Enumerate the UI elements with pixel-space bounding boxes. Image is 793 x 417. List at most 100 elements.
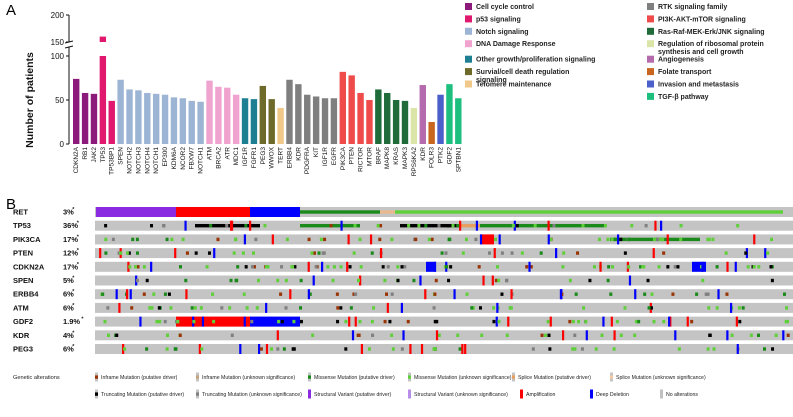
alteration-cell: [385, 292, 389, 296]
bar: [330, 98, 338, 144]
alteration-cell: [659, 220, 663, 231]
alteration-cell: [627, 265, 631, 269]
alteration-cell: [717, 289, 720, 300]
legend-label: Survial/cell death regulation: [476, 69, 569, 76]
alteration-cell: [106, 306, 110, 310]
alteration-cell: [185, 289, 188, 300]
alteration-cell: [735, 316, 738, 327]
alteration-cell: [725, 292, 729, 296]
bar: [197, 101, 204, 144]
alteration-cell: [213, 248, 216, 259]
alteration-cell: [252, 251, 256, 255]
alteration-legend-title: Genetic alterations: [13, 375, 60, 381]
category-label: PIK3CA: [340, 146, 347, 170]
alteration-cell: [400, 302, 403, 313]
alteration-cell: [612, 347, 616, 351]
alteration-cell: [205, 265, 209, 269]
bar: [135, 90, 142, 144]
alteration-cell: [291, 265, 295, 269]
alteration-cell: [511, 224, 515, 228]
category-label: PEG3: [260, 147, 267, 165]
alteration-cell: [134, 265, 138, 269]
alteration-cell: [369, 234, 373, 245]
legend-label: No alterations: [666, 392, 698, 398]
alteration-cell: [319, 237, 323, 242]
alteration-cell: [633, 333, 637, 337]
alteration-cell: [677, 347, 681, 351]
alteration-cell: [354, 292, 358, 296]
alteration-cell: [460, 224, 480, 228]
alteration-cell: [414, 237, 418, 242]
y-axis: 0 50 100 150 200: [51, 11, 74, 149]
alteration-cell: [131, 237, 135, 242]
alteration-cell: [370, 251, 374, 255]
alteration-cell: [433, 347, 437, 351]
alteration-cell: [390, 237, 394, 242]
alteration-cell: [145, 278, 149, 283]
alteration-cell: [300, 210, 380, 214]
alteration-cell: [155, 319, 159, 324]
alteration-cell: [400, 347, 404, 351]
gene-percent: 5%: [63, 276, 74, 285]
alteration-cell: [125, 251, 129, 255]
alteration-cell: [588, 278, 592, 283]
alteration-cell: [430, 237, 434, 242]
alteration-cell: [547, 333, 551, 337]
alteration-cell: [599, 261, 602, 272]
alteration-cell: [609, 292, 613, 296]
alteration-cell: [339, 265, 343, 269]
category-label: MAPK8: [384, 147, 391, 169]
alteration-cell: [185, 251, 189, 255]
alteration-cell: [277, 319, 281, 324]
alteration-cell: [736, 224, 740, 228]
legend-label: Other growth/proliferation signaling: [476, 57, 595, 64]
alteration-cell: [613, 330, 616, 341]
alteration-cell: [494, 237, 498, 242]
alteration-cell: [150, 306, 154, 310]
alteration-cell: [245, 306, 249, 310]
legend-label: Regulation of ribosomal protein: [658, 41, 764, 48]
bar: [224, 87, 231, 144]
alteration-cell: [142, 292, 146, 296]
legend-label: Invasion and metastasis: [658, 82, 739, 89]
category-label: GDF2: [446, 147, 453, 165]
alteration-cell: [244, 224, 248, 228]
bar: [170, 97, 178, 144]
alteration-cell: [444, 251, 448, 255]
panel-b-letter: B: [6, 196, 16, 213]
legend-label: Inframe Mutation (putative driver): [101, 375, 178, 381]
alteration-cell: [212, 319, 216, 324]
legend-label: RTK signaling family: [658, 4, 727, 11]
gene-percent-mark: *: [72, 330, 75, 336]
oncoprint-track: [95, 234, 793, 245]
alteration-cell: [344, 319, 348, 324]
legend-swatch: [647, 55, 654, 63]
category-label: KDR: [295, 147, 302, 161]
alteration-cell: [135, 237, 139, 242]
legend-label: Notch signaling: [476, 29, 529, 36]
bar: [241, 98, 249, 144]
alteration-cell: [724, 251, 728, 255]
category-label: FOLR3: [429, 147, 436, 168]
alteration-cell: [654, 220, 657, 231]
alteration-cell: [351, 330, 355, 341]
bar: [357, 92, 364, 144]
y-tick-label: 200: [51, 11, 65, 20]
category-label: CDKN2A: [73, 146, 80, 173]
alteration-cell: [642, 265, 646, 269]
alteration-cell: [433, 261, 437, 272]
bar: [366, 100, 373, 144]
oncoprint-track: [95, 316, 793, 327]
alteration-cell: [403, 265, 407, 269]
alteration-cell: [544, 333, 548, 337]
alteration-cell: [241, 251, 245, 255]
legend-swatch: [660, 389, 663, 399]
alteration-cell: [712, 347, 716, 351]
gene-label: GDF2: [13, 317, 33, 326]
alteration-cell: [128, 265, 132, 269]
alteration-cell: [451, 224, 455, 228]
alteration-cell: [232, 251, 236, 255]
alteration-cell: [236, 265, 240, 269]
alteration-cell: [461, 344, 464, 354]
gene-percent-mark: *: [77, 221, 80, 227]
